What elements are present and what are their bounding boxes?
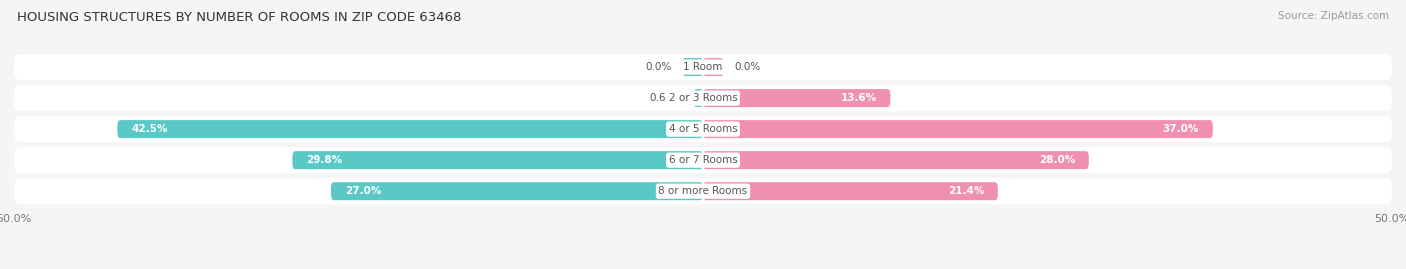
Text: 0.68%: 0.68% <box>650 93 682 103</box>
Text: 0.0%: 0.0% <box>645 62 671 72</box>
Text: 13.6%: 13.6% <box>841 93 876 103</box>
FancyBboxPatch shape <box>330 182 703 200</box>
Text: 37.0%: 37.0% <box>1163 124 1199 134</box>
FancyBboxPatch shape <box>682 58 703 76</box>
FancyBboxPatch shape <box>693 89 703 107</box>
Text: 8 or more Rooms: 8 or more Rooms <box>658 186 748 196</box>
FancyBboxPatch shape <box>703 89 890 107</box>
Text: HOUSING STRUCTURES BY NUMBER OF ROOMS IN ZIP CODE 63468: HOUSING STRUCTURES BY NUMBER OF ROOMS IN… <box>17 11 461 24</box>
FancyBboxPatch shape <box>703 58 724 76</box>
Text: 28.0%: 28.0% <box>1039 155 1076 165</box>
Text: 1 Room: 1 Room <box>683 62 723 72</box>
Text: 29.8%: 29.8% <box>307 155 342 165</box>
Text: 42.5%: 42.5% <box>131 124 167 134</box>
FancyBboxPatch shape <box>292 151 703 169</box>
Text: 6 or 7 Rooms: 6 or 7 Rooms <box>669 155 737 165</box>
Text: 2 or 3 Rooms: 2 or 3 Rooms <box>669 93 737 103</box>
Text: Source: ZipAtlas.com: Source: ZipAtlas.com <box>1278 11 1389 21</box>
FancyBboxPatch shape <box>14 178 1392 204</box>
FancyBboxPatch shape <box>703 151 1088 169</box>
FancyBboxPatch shape <box>14 147 1392 173</box>
Text: 21.4%: 21.4% <box>948 186 984 196</box>
Text: 27.0%: 27.0% <box>344 186 381 196</box>
FancyBboxPatch shape <box>703 182 998 200</box>
FancyBboxPatch shape <box>14 85 1392 111</box>
FancyBboxPatch shape <box>117 120 703 138</box>
FancyBboxPatch shape <box>14 116 1392 142</box>
Text: 4 or 5 Rooms: 4 or 5 Rooms <box>669 124 737 134</box>
FancyBboxPatch shape <box>703 120 1213 138</box>
Text: 0.0%: 0.0% <box>735 62 761 72</box>
FancyBboxPatch shape <box>14 54 1392 80</box>
